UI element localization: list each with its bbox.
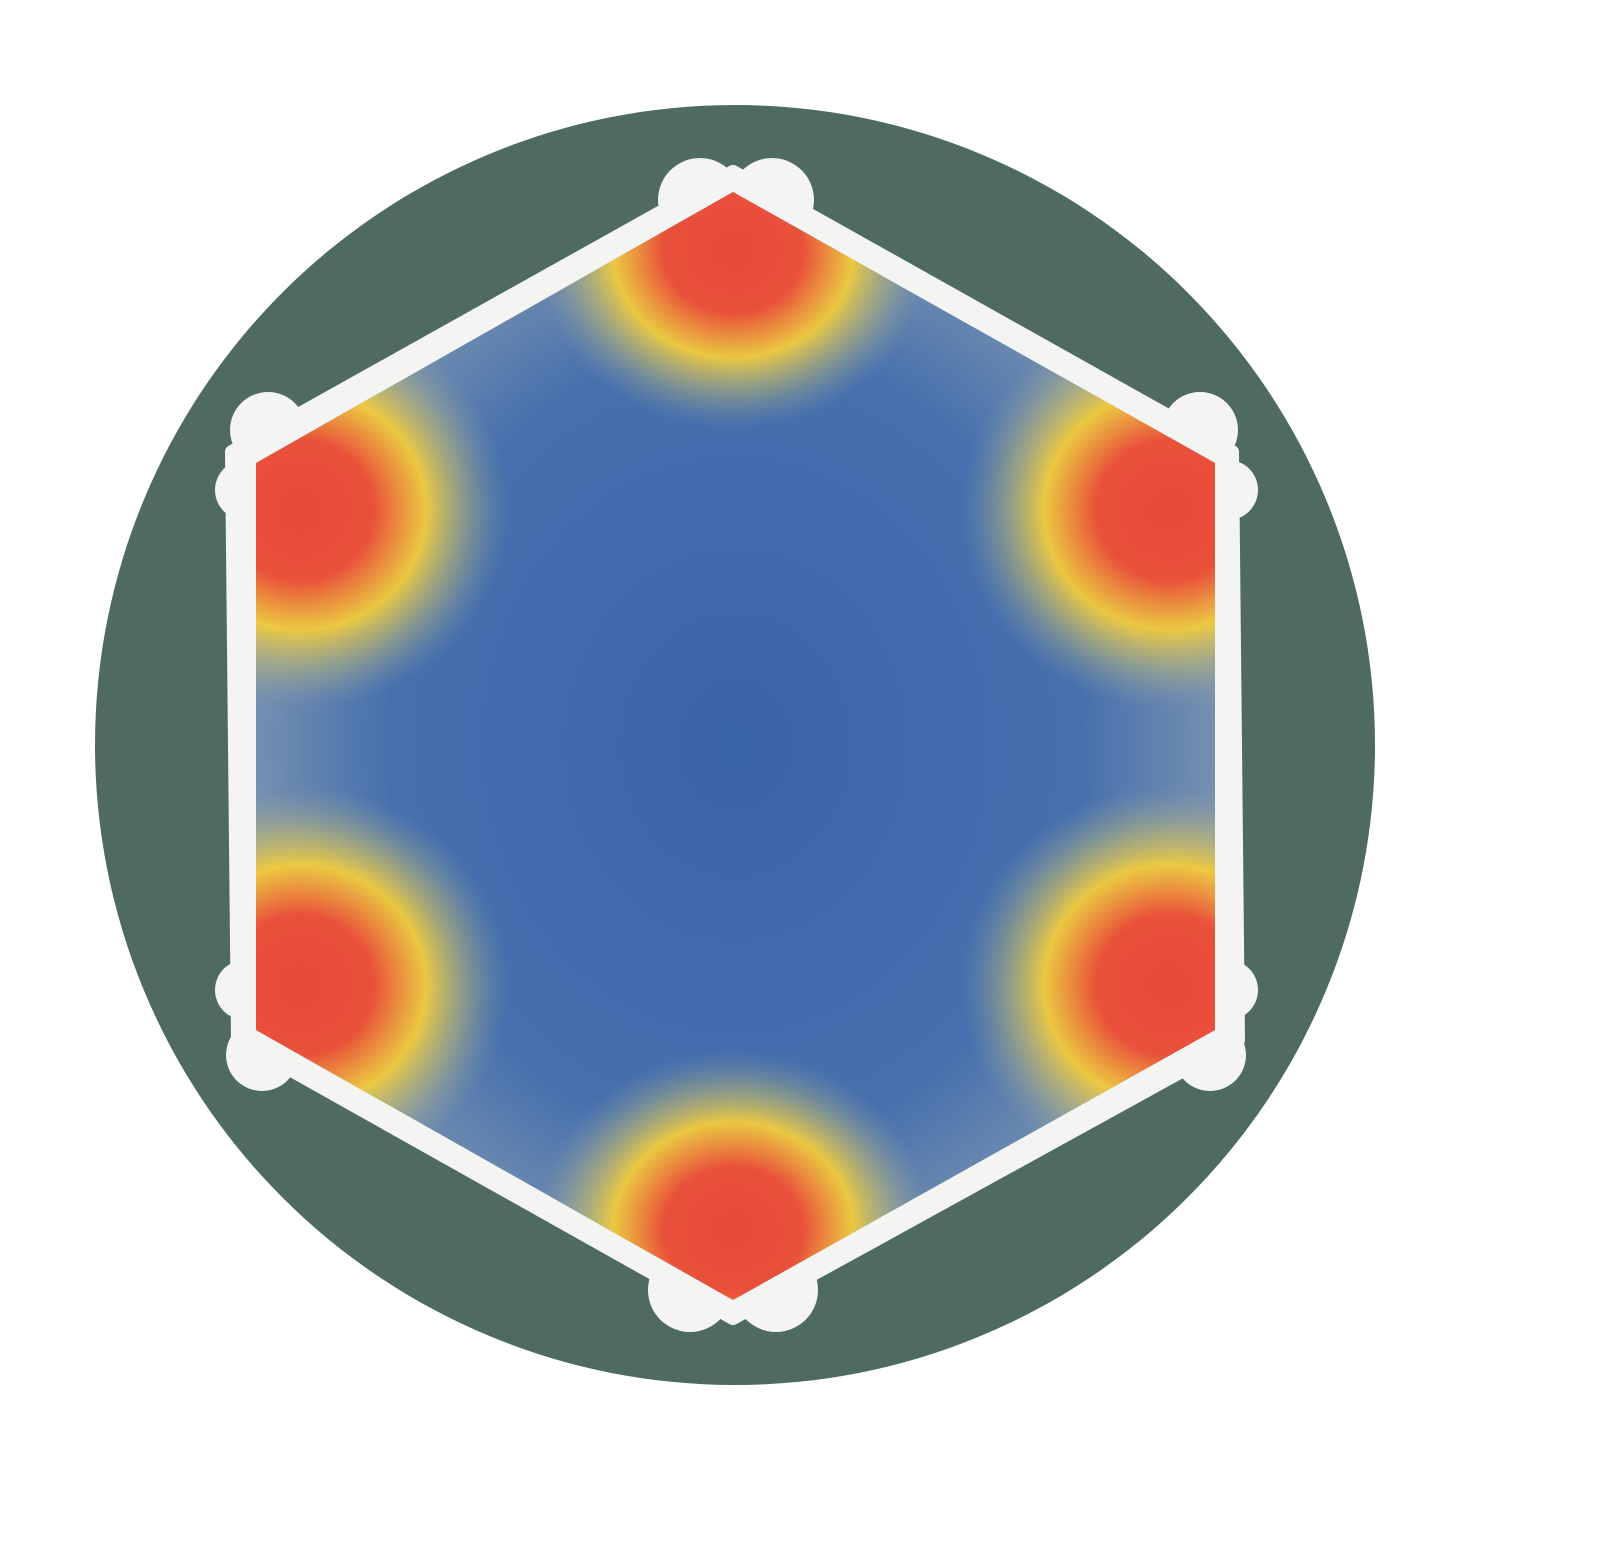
stress-field: [256, 192, 1215, 1300]
hotspot-lower-right: [960, 785, 1215, 1185]
hotspot-upper-left: [256, 310, 510, 710]
hotspot-lower-left: [256, 785, 510, 1185]
hotspot-bottom: [533, 1050, 933, 1300]
hotspot-upper-right: [960, 310, 1215, 710]
hotspot-top: [533, 192, 933, 430]
